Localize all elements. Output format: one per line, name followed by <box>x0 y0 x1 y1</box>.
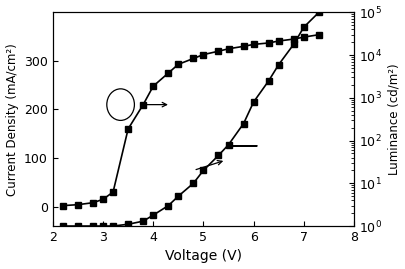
Y-axis label: Luminance (cd/m²): Luminance (cd/m²) <box>386 63 399 175</box>
X-axis label: Voltage (V): Voltage (V) <box>164 249 241 263</box>
Y-axis label: Current Density (mA/cm²): Current Density (mA/cm²) <box>6 43 19 196</box>
